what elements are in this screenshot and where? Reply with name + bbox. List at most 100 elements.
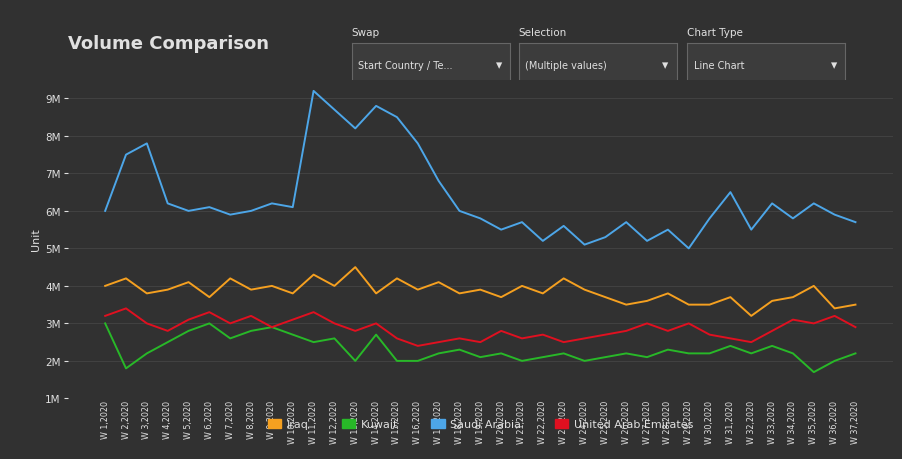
Kuwait	[329, 336, 340, 341]
Kuwait	[829, 358, 840, 364]
Text: Line Chart: Line Chart	[694, 61, 744, 70]
United Arab Emirates	[433, 340, 444, 345]
Iraq	[308, 272, 319, 278]
Iraq	[245, 287, 256, 293]
Iraq	[496, 295, 507, 300]
Iraq	[183, 280, 194, 285]
Line: Kuwait: Kuwait	[106, 324, 855, 372]
United Arab Emirates	[183, 317, 194, 323]
Text: (Multiple values): (Multiple values)	[525, 61, 607, 70]
United Arab Emirates	[684, 321, 695, 326]
Kuwait	[433, 351, 444, 356]
Kuwait	[684, 351, 695, 356]
Saudi Arabia	[245, 209, 256, 214]
Text: ▾: ▾	[831, 59, 837, 72]
Saudi Arabia	[641, 239, 652, 244]
Saudi Arabia	[308, 89, 319, 95]
Kuwait	[391, 358, 402, 364]
Iraq	[621, 302, 631, 308]
Saudi Arabia	[225, 213, 235, 218]
Saudi Arabia	[183, 209, 194, 214]
United Arab Emirates	[641, 321, 652, 326]
Saudi Arabia	[621, 220, 631, 225]
Saudi Arabia	[787, 216, 798, 222]
Iraq	[517, 284, 528, 289]
Iraq	[641, 298, 652, 304]
United Arab Emirates	[662, 328, 673, 334]
Saudi Arabia	[371, 104, 382, 109]
United Arab Emirates	[121, 306, 132, 312]
Saudi Arabia	[600, 235, 611, 241]
Kuwait	[725, 343, 736, 349]
Saudi Arabia	[121, 152, 132, 158]
Iraq	[225, 276, 235, 281]
Saudi Arabia	[412, 141, 423, 147]
Kuwait	[787, 351, 798, 356]
Saudi Arabia	[100, 209, 111, 214]
Iraq	[162, 287, 173, 293]
Iraq	[662, 291, 673, 297]
United Arab Emirates	[204, 310, 215, 315]
Saudi Arabia	[684, 246, 695, 252]
Kuwait	[121, 366, 132, 371]
Kuwait	[350, 358, 361, 364]
Kuwait	[225, 336, 235, 341]
Iraq	[746, 313, 757, 319]
Saudi Arabia	[517, 220, 528, 225]
Saudi Arabia	[829, 213, 840, 218]
United Arab Emirates	[517, 336, 528, 341]
Iraq	[121, 276, 132, 281]
Kuwait	[245, 328, 256, 334]
Iraq	[767, 298, 778, 304]
Iraq	[600, 295, 611, 300]
Saudi Arabia	[454, 209, 465, 214]
United Arab Emirates	[475, 340, 486, 345]
Y-axis label: Unit: Unit	[31, 228, 41, 251]
Kuwait	[162, 340, 173, 345]
Iraq	[266, 284, 277, 289]
Iraq	[391, 276, 402, 281]
Saudi Arabia	[558, 224, 569, 229]
United Arab Emirates	[538, 332, 548, 338]
Line: United Arab Emirates: United Arab Emirates	[106, 309, 855, 346]
Saudi Arabia	[142, 141, 152, 147]
Kuwait	[641, 355, 652, 360]
Iraq	[454, 291, 465, 297]
United Arab Emirates	[850, 325, 861, 330]
Saudi Arabia	[725, 190, 736, 196]
Line: Saudi Arabia: Saudi Arabia	[106, 92, 855, 249]
Kuwait	[767, 343, 778, 349]
Kuwait	[662, 347, 673, 353]
Kuwait	[579, 358, 590, 364]
Iraq	[704, 302, 715, 308]
United Arab Emirates	[100, 313, 111, 319]
Saudi Arabia	[850, 220, 861, 225]
Iraq	[684, 302, 695, 308]
Kuwait	[496, 351, 507, 356]
Iraq	[808, 284, 819, 289]
United Arab Emirates	[725, 336, 736, 341]
Saudi Arabia	[162, 201, 173, 207]
Saudi Arabia	[767, 201, 778, 207]
Text: ▾: ▾	[662, 59, 668, 72]
Saudi Arabia	[350, 126, 361, 132]
United Arab Emirates	[412, 343, 423, 349]
Iraq	[579, 287, 590, 293]
United Arab Emirates	[600, 332, 611, 338]
Kuwait	[704, 351, 715, 356]
Kuwait	[808, 369, 819, 375]
United Arab Emirates	[787, 317, 798, 323]
Iraq	[787, 295, 798, 300]
United Arab Emirates	[621, 328, 631, 334]
United Arab Emirates	[266, 325, 277, 330]
Iraq	[475, 287, 486, 293]
Kuwait	[850, 351, 861, 356]
Kuwait	[600, 355, 611, 360]
Text: Selection: Selection	[519, 28, 566, 38]
Iraq	[412, 287, 423, 293]
Line: Iraq: Iraq	[106, 268, 855, 316]
United Arab Emirates	[558, 340, 569, 345]
United Arab Emirates	[391, 336, 402, 341]
United Arab Emirates	[288, 317, 299, 323]
Kuwait	[266, 325, 277, 330]
